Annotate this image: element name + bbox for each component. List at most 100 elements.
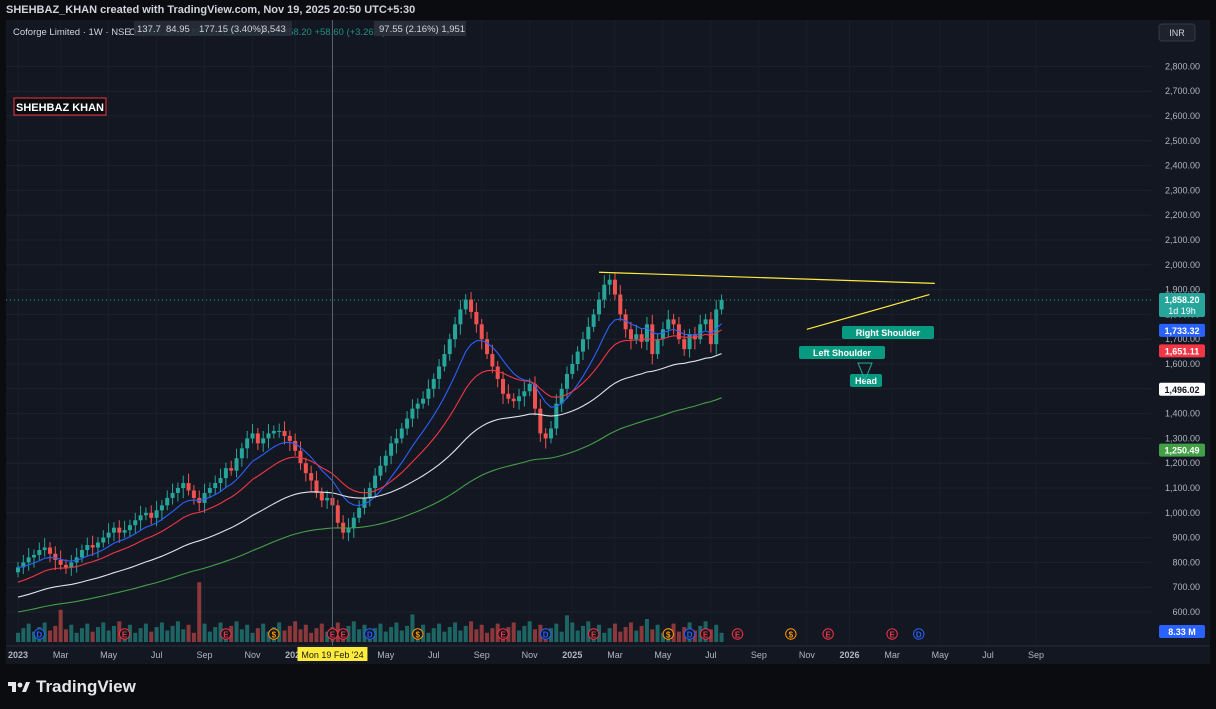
candle-body — [394, 438, 399, 444]
price-tick-label: 600.00 — [1172, 607, 1200, 617]
volume-bar — [389, 627, 394, 642]
time-tick-label: May — [377, 650, 395, 660]
candle-body — [79, 550, 84, 558]
volume-bar — [607, 628, 612, 642]
candle-body — [181, 483, 186, 488]
volume-bar — [31, 631, 36, 642]
candle-body — [207, 488, 212, 493]
credit-text: SHEHBAZ_KHAN created with TradingView.co… — [6, 4, 416, 16]
candle-body — [234, 458, 239, 471]
candle-body — [47, 547, 52, 554]
volume-bar — [602, 632, 607, 642]
candle-body — [63, 564, 68, 568]
candle-body — [21, 562, 26, 568]
volume-bar — [399, 630, 404, 642]
event-marker-label: D — [543, 631, 549, 640]
candle-body — [485, 339, 490, 355]
price-tick-label: 1,200.00 — [1165, 458, 1200, 468]
candle-body — [655, 339, 660, 355]
event-marker-label: E — [703, 631, 709, 640]
time-tick-label: Sep — [751, 650, 767, 660]
measure-value: 177.15 (3.40%) — [199, 24, 264, 35]
measure-value: 3,543 — [262, 24, 286, 35]
event-marker — [118, 628, 131, 640]
price-label-box — [1159, 625, 1205, 638]
event-marker — [683, 628, 696, 640]
candle-body — [111, 527, 116, 533]
candle-body — [16, 567, 20, 573]
range-box-bg — [374, 21, 466, 36]
measure-tooltip-bg — [134, 21, 292, 36]
event-marker-label: E — [500, 631, 506, 640]
chart-frame[interactable]: Left Shoulder Head Right Shoulder D E E $ E E D $ E… — [6, 20, 1210, 664]
volume-bar — [394, 622, 399, 642]
pattern-label-box — [850, 374, 882, 387]
time-tick-label: Jul — [705, 650, 717, 660]
volume-bar — [79, 628, 84, 642]
volume-bar — [106, 630, 111, 642]
candle-body — [714, 309, 719, 345]
volume-bar — [170, 625, 175, 642]
candle-body — [703, 319, 708, 325]
candle-body — [101, 537, 106, 543]
volume-bar — [202, 623, 207, 642]
candle-body — [149, 512, 154, 518]
event-marker-label: E — [825, 631, 831, 640]
candle-body — [175, 488, 180, 493]
candle-body — [517, 396, 522, 402]
event-marker — [886, 628, 898, 640]
volume-bar — [261, 623, 266, 642]
volume-bar — [133, 632, 138, 642]
volume-bar — [309, 632, 314, 642]
candle-body — [42, 547, 47, 550]
price-label: 1,496.02 — [1164, 385, 1199, 395]
candle-body — [37, 550, 42, 555]
price-tick-label: 2,800.00 — [1165, 61, 1200, 71]
time-tick-label: Sep — [197, 650, 213, 660]
time-tick-label: Jul — [982, 650, 994, 660]
volume-bar — [298, 629, 303, 642]
tradingview-logo[interactable]: TradingView — [8, 677, 136, 697]
volume-bar — [559, 631, 564, 642]
ema-line-20 — [17, 329, 722, 583]
pattern-label-box — [799, 346, 885, 359]
candle-body — [671, 319, 676, 325]
pattern-label: Left Shoulder — [813, 348, 871, 358]
candle-body — [596, 299, 601, 315]
range-box-text: 97.55 (2.16%) 1,951 — [379, 24, 465, 35]
volume-bar — [714, 624, 719, 642]
volume-bar — [26, 623, 31, 642]
candle-body — [591, 314, 596, 327]
currency-label: INR — [1169, 28, 1185, 38]
candle-body — [719, 300, 724, 310]
price-label: 1,733.32 — [1164, 326, 1199, 336]
volume-bar — [570, 622, 575, 642]
volume-bar — [660, 632, 665, 642]
volume-bar — [149, 631, 154, 642]
candle-body — [437, 366, 442, 379]
candle-body — [191, 490, 196, 498]
volume-bar — [453, 622, 458, 642]
candle-body — [431, 378, 436, 389]
volume-bar — [111, 625, 116, 642]
candle-body — [95, 542, 100, 548]
volume-bar — [53, 625, 58, 642]
top-credit-bar: SHEHBAZ_KHAN created with TradingView.co… — [0, 0, 1216, 20]
volume-bar — [490, 628, 495, 642]
time-tick-label: Nov — [522, 650, 539, 660]
candle-body — [293, 440, 298, 451]
candle-body — [623, 314, 628, 330]
candle-body — [170, 492, 175, 498]
volume-bar — [255, 628, 260, 642]
candle-body — [447, 339, 452, 355]
time-tick-label: 2025 — [562, 650, 582, 660]
candle-body — [287, 435, 292, 441]
candle-body — [223, 468, 228, 479]
volume-bar — [437, 623, 442, 642]
volume-bar — [207, 631, 212, 642]
candle-body — [362, 497, 367, 508]
candle-body — [298, 450, 303, 464]
head-arrow — [857, 362, 873, 382]
event-marker-label: D — [36, 631, 42, 640]
